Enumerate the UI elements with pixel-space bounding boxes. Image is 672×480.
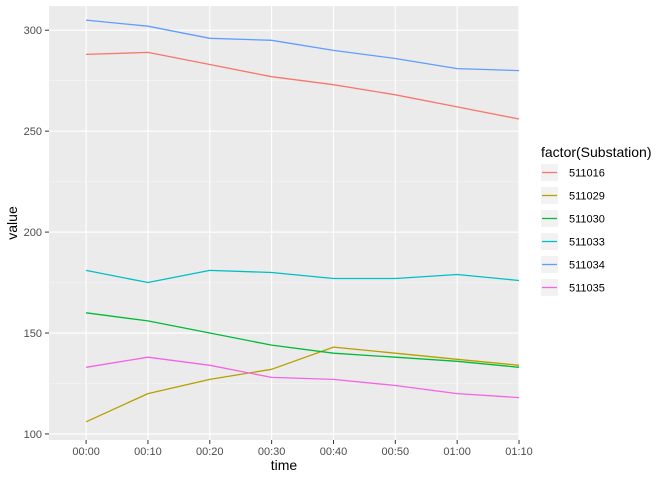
x-tick-label: 00:50 <box>382 446 410 458</box>
x-tick-label: 01:00 <box>443 446 471 458</box>
y-tick-label: 250 <box>24 126 42 138</box>
x-tick-label: 00:10 <box>134 446 162 458</box>
legend-label-511035: 511035 <box>569 283 605 295</box>
series-line-511029 <box>85 346 520 423</box>
series-line-511016 <box>86 51 520 120</box>
x-tick-label: 00:40 <box>320 446 348 458</box>
x-tick-label: 00:20 <box>196 446 224 458</box>
series-line-511033 <box>85 269 520 284</box>
series-line-511030 <box>86 312 520 368</box>
major-gridlines <box>49 6 520 440</box>
x-tick-label: 00:30 <box>258 446 286 458</box>
legend-title: factor(Substation) <box>541 144 652 160</box>
series-line-511035 <box>85 356 520 399</box>
panel-background <box>49 6 519 440</box>
series-lines <box>85 19 520 423</box>
y-tick-label: 200 <box>24 227 42 239</box>
y-tick-label: 150 <box>24 328 42 340</box>
y-tick-label: 100 <box>24 429 42 441</box>
y-tick-label: 300 <box>24 25 42 37</box>
x-axis-ticks: 00:00 00:10 00:20 00:30 00:40 00:50 01:00 01:10 <box>72 440 533 458</box>
legend: factor(Substation) 511016 511029 511030 511… <box>541 144 652 296</box>
legend-label-511029: 511029 <box>569 191 605 203</box>
legend-label-511034: 511034 <box>569 260 605 272</box>
legend-label-511030: 511030 <box>569 214 605 226</box>
x-tick-label: 00:00 <box>72 446 100 458</box>
y-axis-title: value <box>4 206 20 240</box>
series-line-511034 <box>86 19 520 72</box>
legend-label-511033: 511033 <box>569 237 605 249</box>
x-tick-label: 01:10 <box>505 446 533 458</box>
x-axis-title: time <box>271 457 298 473</box>
minor-gridlines <box>49 80 519 384</box>
y-axis-ticks: 100 150 200 250 300 <box>24 25 49 441</box>
legend-label-511016: 511016 <box>569 168 605 180</box>
